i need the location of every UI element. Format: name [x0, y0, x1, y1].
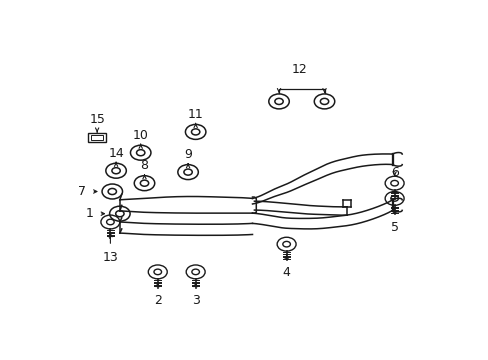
Text: 15: 15 [89, 113, 105, 126]
Text: 10: 10 [133, 129, 148, 141]
Text: 3: 3 [191, 294, 199, 307]
Text: 8: 8 [140, 159, 148, 172]
Text: 13: 13 [102, 251, 118, 264]
Text: 6: 6 [390, 166, 398, 179]
Text: 9: 9 [184, 148, 192, 161]
Text: 7: 7 [78, 185, 85, 198]
Bar [88, 133, 106, 141]
Text: 2: 2 [154, 294, 162, 307]
Bar [91, 135, 103, 140]
Text: 11: 11 [187, 108, 203, 121]
Text: 12: 12 [291, 63, 307, 76]
Text: 5: 5 [390, 221, 398, 234]
Text: 14: 14 [108, 147, 123, 159]
Text: 4: 4 [282, 266, 290, 279]
Text: 1: 1 [85, 207, 93, 220]
